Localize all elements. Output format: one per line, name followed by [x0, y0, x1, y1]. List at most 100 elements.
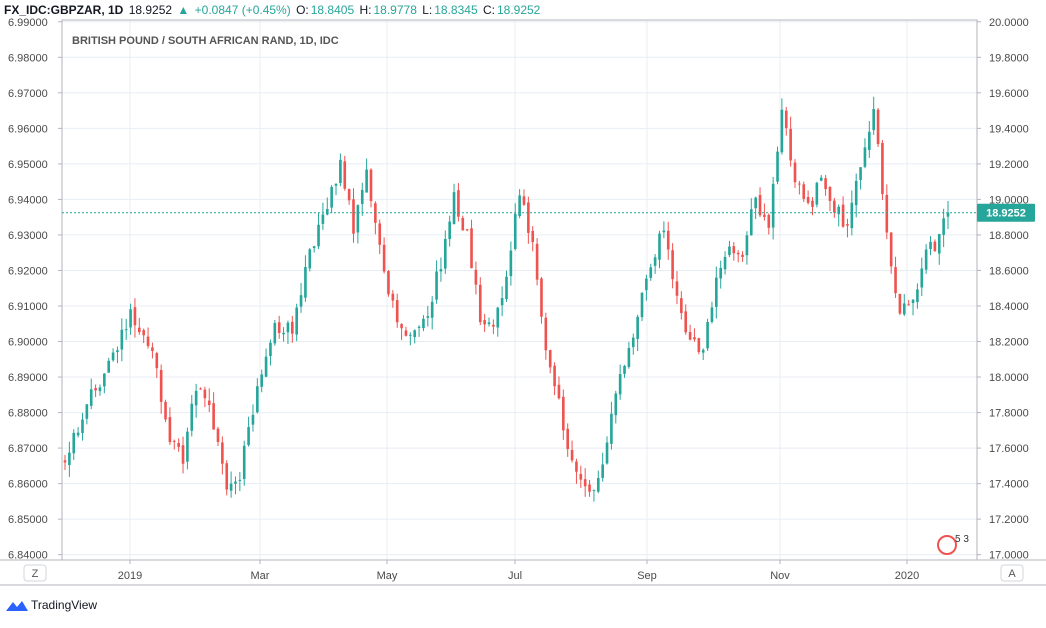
candle-body — [937, 234, 941, 254]
candle-body — [631, 337, 635, 348]
z-button-frame[interactable] — [23, 564, 47, 582]
brand-name[interactable]: TradingView — [31, 598, 98, 612]
candle-body — [509, 250, 513, 277]
candle-body — [168, 417, 172, 443]
candle-body — [133, 307, 137, 326]
candle-body — [343, 161, 347, 189]
candle — [666, 221, 670, 260]
candle-body — [334, 183, 338, 186]
candle — [426, 305, 430, 327]
candle — [649, 263, 653, 281]
candle-body — [942, 218, 945, 235]
candle-body — [605, 442, 609, 464]
candle — [680, 291, 683, 320]
left-tick-label: 6.94000 — [8, 194, 48, 206]
candle-body — [404, 330, 408, 336]
candle-body — [378, 223, 382, 245]
z-button-label[interactable]: Z — [32, 568, 39, 580]
candle-body — [356, 205, 360, 233]
candle-body — [387, 271, 390, 295]
candle — [98, 384, 102, 396]
candle-body — [911, 299, 915, 304]
candle — [841, 196, 845, 228]
candle — [723, 251, 727, 275]
candle-body — [496, 307, 500, 328]
candle-body — [89, 389, 93, 406]
candle-body — [846, 224, 849, 226]
candle — [308, 247, 312, 272]
candle-body — [221, 442, 224, 464]
left-tick-label: 6.88000 — [8, 408, 48, 420]
right-tick-label: 17.8000 — [989, 408, 1029, 420]
z-button[interactable]: Z — [23, 564, 47, 582]
candle — [885, 184, 889, 240]
candle — [588, 479, 591, 497]
candle — [89, 378, 93, 410]
candle-body — [435, 271, 438, 300]
candle — [728, 240, 731, 258]
time-tick-label: 2020 — [895, 570, 919, 582]
candle-body — [461, 217, 465, 231]
candle-body — [693, 337, 696, 340]
candle-body — [610, 413, 613, 444]
time-tick-label: Sep — [637, 570, 657, 582]
candle-body — [658, 233, 661, 260]
candle — [824, 174, 827, 196]
candle-body — [527, 202, 530, 233]
candle-body — [286, 322, 290, 333]
candle — [234, 476, 237, 495]
candle-body — [470, 228, 473, 269]
auto-scale-button-label[interactable]: A — [1008, 568, 1016, 580]
candle-body — [465, 229, 469, 231]
candle-body — [881, 142, 884, 195]
candle-body — [212, 403, 215, 430]
candle — [527, 196, 530, 244]
candle-body — [732, 246, 736, 254]
candle — [465, 228, 469, 232]
candle-body — [553, 365, 556, 387]
candle — [863, 138, 867, 169]
candle — [715, 266, 718, 319]
candle — [828, 186, 832, 212]
candle — [164, 399, 167, 423]
candle-body — [649, 267, 653, 278]
candle — [242, 440, 246, 486]
candle — [124, 318, 128, 340]
candle — [304, 255, 307, 302]
candle — [203, 386, 207, 408]
candle — [688, 324, 692, 341]
candle-body — [225, 463, 229, 490]
candle — [933, 239, 937, 253]
candle — [312, 245, 316, 253]
candle-body — [666, 230, 670, 250]
candle — [754, 196, 757, 220]
candle-body — [653, 257, 657, 266]
candle-body — [120, 329, 124, 350]
symbol-title[interactable]: FX_IDC:GBPZAR, 1D — [4, 3, 124, 17]
candle — [247, 416, 250, 447]
candle-body — [688, 332, 692, 340]
time-axis-ticks: 2019 Mar May Jul Sep Nov 2020 — [118, 560, 919, 582]
candle-body — [562, 396, 565, 431]
candle — [535, 238, 539, 286]
candle — [435, 260, 438, 304]
auto-scale-button[interactable]: A — [1000, 564, 1024, 582]
time-tick-label: May — [377, 570, 398, 582]
plot-frame — [61, 19, 978, 561]
price-change: +0.0847 (+0.45%) — [194, 3, 291, 17]
candle-body — [819, 177, 823, 181]
candle — [640, 292, 644, 322]
candle-body — [277, 322, 281, 334]
candle-body — [583, 479, 587, 487]
auto-scale-button-frame[interactable] — [1000, 564, 1024, 582]
candle — [360, 182, 364, 216]
candle-body — [592, 489, 596, 491]
candle — [833, 197, 836, 218]
candle — [902, 294, 906, 317]
candle-body — [234, 481, 237, 484]
candle — [365, 158, 368, 193]
candle-body — [492, 324, 495, 327]
candle — [225, 460, 229, 496]
candle-body — [640, 292, 644, 318]
